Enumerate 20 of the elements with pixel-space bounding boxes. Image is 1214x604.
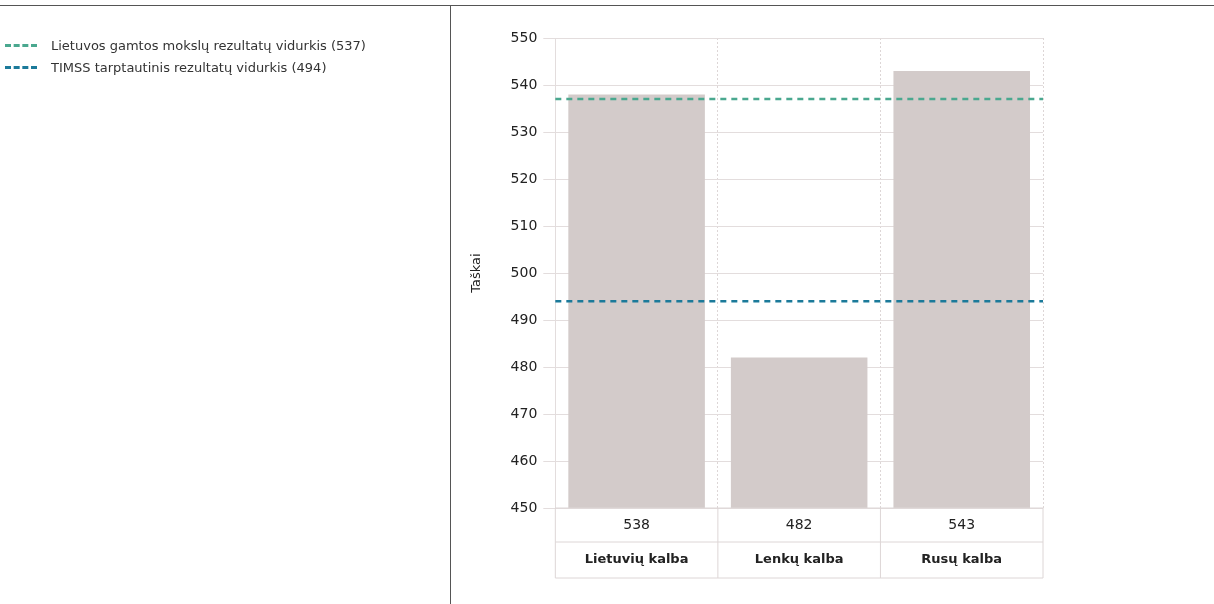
y-tick-label: 550 xyxy=(510,28,538,45)
y-tick-label: 450 xyxy=(510,498,538,515)
data-label: 538 xyxy=(623,515,650,532)
y-tick-label: 520 xyxy=(510,169,538,186)
y-tick-label: 490 xyxy=(510,310,538,327)
x-tick-label: Rusų kalba xyxy=(921,551,1003,567)
y-tick-label: 510 xyxy=(510,216,538,233)
x-tick-label: Lietuvių kalba xyxy=(584,551,689,567)
legend-label: Lietuvos gamtos mokslų rezultatų vidurkis (537) xyxy=(51,37,366,53)
y-tick-label: 460 xyxy=(510,451,538,468)
y-tick-label: 480 xyxy=(510,357,538,374)
y-tick-label: 500 xyxy=(510,263,538,280)
data-label: 482 xyxy=(785,515,813,532)
data-label: 543 xyxy=(948,515,976,532)
legend-label: TIMSS tarptautinis rezultatų vidurkis (494) xyxy=(51,59,327,75)
y-tick-label: 470 xyxy=(510,404,538,421)
y-tick-label: 530 xyxy=(510,122,538,139)
x-tick-label: Lenkų kalba xyxy=(754,551,844,567)
y-tick-label: 540 xyxy=(510,75,538,92)
y-axis-title: Taškai xyxy=(468,253,484,294)
